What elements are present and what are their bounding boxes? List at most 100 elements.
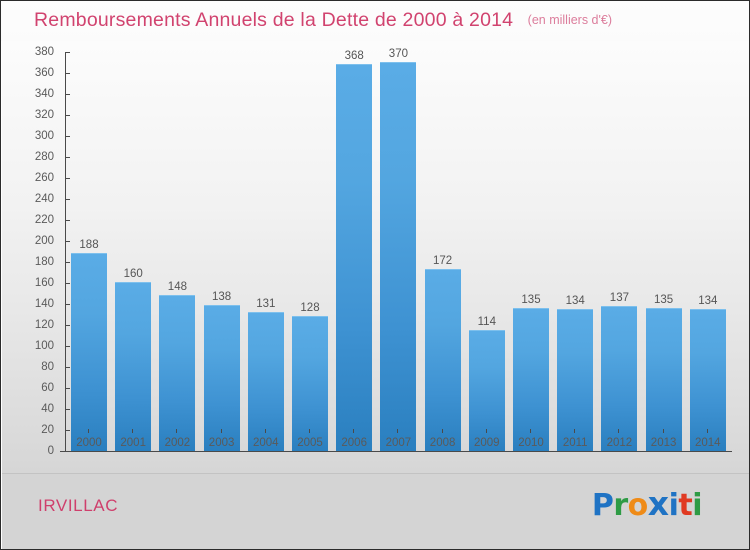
x-axis-tick-label: 2006 bbox=[341, 437, 367, 449]
bar-group[interactable]: 134 2011 bbox=[553, 30, 597, 451]
x-axis-tick-label: 2008 bbox=[429, 437, 456, 449]
bar-series: 188 2000 160 2001 148 2002 138 2003 131 2004 128 20… bbox=[65, 41, 732, 473]
bar[interactable] bbox=[557, 309, 594, 451]
bar[interactable] bbox=[159, 294, 196, 451]
bar[interactable] bbox=[292, 315, 328, 451]
y-axis-tick-label: 120 bbox=[34, 319, 54, 331]
y-axis-line bbox=[65, 52, 70, 452]
bar-group[interactable]: 131 2004 bbox=[244, 30, 288, 451]
bar-value-label: 188 bbox=[79, 238, 99, 251]
bar-value-label: 368 bbox=[344, 49, 364, 62]
bar-group[interactable]: 148 2002 bbox=[155, 30, 199, 451]
bar[interactable] bbox=[380, 61, 417, 451]
logo-letter: i bbox=[692, 488, 702, 523]
bar-group[interactable]: 137 2012 bbox=[597, 30, 641, 451]
bar[interactable] bbox=[336, 63, 373, 451]
page-title: Remboursements Annuels de la Dette de 20… bbox=[34, 9, 514, 31]
y-axis-tick bbox=[65, 52, 70, 53]
x-axis-tick-label: 2009 bbox=[474, 437, 500, 449]
bar-value-label: 128 bbox=[300, 301, 320, 314]
logo-letter: r bbox=[613, 488, 628, 523]
bar[interactable] bbox=[689, 309, 726, 451]
bar-value-label: 135 bbox=[654, 294, 674, 307]
chart-plot-area: 0 20 40 60 80 100 120 140 160 180 200 220 240 260 280 3… bbox=[2, 41, 749, 473]
y-axis-tick-label: 140 bbox=[34, 298, 54, 310]
y-axis-tick bbox=[65, 430, 70, 431]
x-axis-tick bbox=[264, 429, 266, 433]
y-axis-tick-label: 180 bbox=[34, 256, 54, 268]
bar-value-label: 148 bbox=[167, 280, 187, 293]
x-axis-tick bbox=[176, 429, 178, 433]
x-axis-tick-label: 2011 bbox=[562, 437, 588, 449]
x-axis-tick-label: 2003 bbox=[208, 437, 235, 449]
x-axis-tick bbox=[441, 429, 443, 433]
bar-group[interactable]: 370 2007 bbox=[376, 30, 420, 451]
proxiti-logo[interactable]: Proxiti bbox=[592, 484, 703, 523]
bar[interactable] bbox=[247, 312, 284, 451]
x-axis-line bbox=[60, 451, 732, 452]
x-axis-tick bbox=[220, 429, 222, 433]
y-axis-tick bbox=[65, 388, 70, 389]
x-axis-tick-label: 2007 bbox=[385, 437, 412, 449]
bar-group[interactable]: 114 2009 bbox=[465, 30, 509, 451]
y-axis-tick bbox=[65, 73, 70, 74]
bar[interactable] bbox=[513, 308, 549, 451]
logo-letter: t bbox=[678, 488, 693, 523]
y-axis-tick-label: 80 bbox=[41, 361, 54, 373]
bar-group[interactable]: 368 2006 bbox=[332, 30, 376, 451]
y-axis-tick bbox=[65, 136, 70, 137]
bar-group[interactable]: 188 2000 bbox=[67, 30, 111, 451]
x-axis-tick-label: 2002 bbox=[164, 437, 191, 449]
x-axis-tick-label: 2010 bbox=[518, 437, 544, 449]
bar-group[interactable]: 135 2013 bbox=[642, 30, 686, 451]
y-axis-tick-label: 20 bbox=[41, 424, 54, 436]
bar[interactable] bbox=[203, 305, 240, 451]
y-axis-tick-label: 280 bbox=[34, 151, 54, 163]
bar[interactable] bbox=[115, 282, 152, 451]
bar-group[interactable]: 172 2008 bbox=[421, 30, 465, 451]
logo-letter: o bbox=[627, 488, 649, 523]
bar[interactable] bbox=[601, 306, 638, 451]
y-axis-tick-label: 340 bbox=[34, 88, 54, 100]
x-axis-tick bbox=[88, 429, 89, 433]
bar-value-label: 135 bbox=[521, 294, 541, 307]
bar-value-label: 134 bbox=[565, 295, 585, 308]
chart-footer: IRVILLAC Proxiti bbox=[2, 473, 749, 549]
y-axis-tick-label: 380 bbox=[34, 46, 54, 58]
y-axis-tick-label: 160 bbox=[34, 277, 54, 289]
x-axis-tick-label: 2000 bbox=[76, 437, 102, 449]
y-axis-tick-label: 60 bbox=[41, 382, 54, 394]
bar[interactable] bbox=[71, 252, 107, 451]
bar-group[interactable]: 135 2010 bbox=[509, 30, 553, 451]
title-row: Remboursements Annuels de la Dette de 20… bbox=[34, 9, 612, 32]
bar[interactable] bbox=[424, 269, 461, 451]
x-axis-tick-label: 2004 bbox=[253, 437, 279, 449]
commune-name: IRVILLAC bbox=[38, 496, 119, 515]
bar-group[interactable]: 128 2005 bbox=[288, 30, 332, 451]
bar-value-label: 114 bbox=[477, 316, 496, 329]
y-axis-tick bbox=[65, 241, 70, 242]
x-axis-tick bbox=[397, 429, 399, 433]
chart-header: Remboursements Annuels de la Dette de 20… bbox=[1, 1, 749, 41]
y-axis-tick bbox=[65, 115, 70, 116]
bar-value-label: 138 bbox=[212, 291, 232, 304]
x-axis-tick bbox=[132, 429, 134, 433]
x-axis-tick bbox=[574, 429, 576, 433]
y-axis-tick bbox=[65, 346, 70, 347]
bar-group[interactable]: 138 2003 bbox=[200, 30, 244, 451]
x-axis-tick-label: 2005 bbox=[297, 437, 323, 449]
y-axis-tick bbox=[65, 178, 70, 179]
x-axis-tick bbox=[530, 429, 531, 433]
y-axis-tick-label: 200 bbox=[34, 235, 54, 247]
bar[interactable] bbox=[468, 330, 505, 451]
x-axis-tick-label: 2013 bbox=[650, 437, 677, 449]
logo-letter: x bbox=[647, 484, 669, 523]
y-axis-tick-label: 360 bbox=[34, 67, 54, 79]
bar-value-label: 160 bbox=[123, 268, 143, 280]
bar[interactable] bbox=[645, 308, 682, 451]
y-axis-tick bbox=[65, 304, 70, 305]
bar-group[interactable]: 134 2014 bbox=[686, 30, 730, 451]
x-axis-tick-label: 2012 bbox=[606, 437, 633, 449]
bar-group[interactable]: 160 2001 bbox=[111, 30, 155, 451]
